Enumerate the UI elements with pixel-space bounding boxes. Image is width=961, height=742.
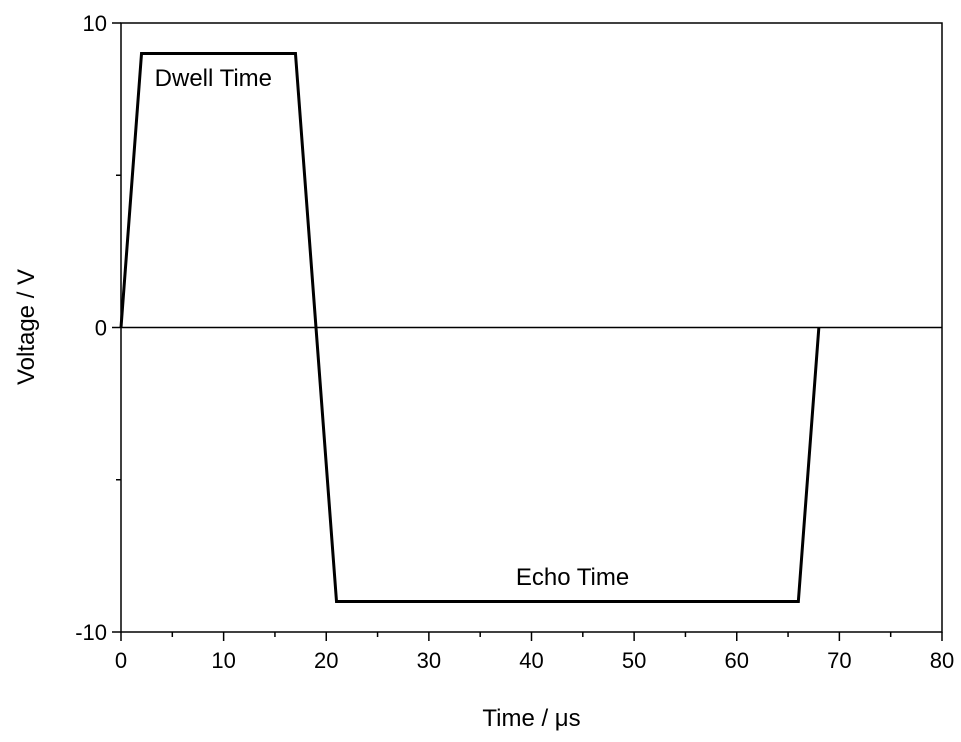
y-tick-label: 10 bbox=[83, 11, 107, 36]
y-axis-title: Voltage / V bbox=[13, 269, 40, 385]
x-tick-label: 10 bbox=[211, 648, 235, 673]
voltage-series-line bbox=[119, 51, 821, 604]
annotation-label: Echo Time bbox=[516, 564, 629, 591]
y-tick-label: 0 bbox=[95, 316, 107, 341]
x-tick-label: 20 bbox=[314, 648, 338, 673]
x-tick-label: 60 bbox=[725, 648, 749, 673]
x-tick-label: 70 bbox=[827, 648, 851, 673]
x-tick-label: 50 bbox=[622, 648, 646, 673]
x-tick-label: 80 bbox=[930, 648, 954, 673]
annotation-label: Dwell Time bbox=[155, 65, 272, 92]
x-tick-label: 0 bbox=[115, 648, 127, 673]
x-tick-label: 30 bbox=[417, 648, 441, 673]
series-layer bbox=[119, 51, 821, 604]
x-axis-title: Time / μs bbox=[482, 705, 580, 732]
annotation-layer: Dwell Time Echo Time bbox=[155, 65, 630, 591]
y-tick-label: -10 bbox=[75, 620, 107, 645]
x-axis-ticks: 0 10 20 30 40 50 60 70 80 bbox=[115, 632, 954, 673]
x-tick-label: 40 bbox=[519, 648, 543, 673]
y-axis-ticks: -10 0 10 bbox=[75, 11, 121, 645]
